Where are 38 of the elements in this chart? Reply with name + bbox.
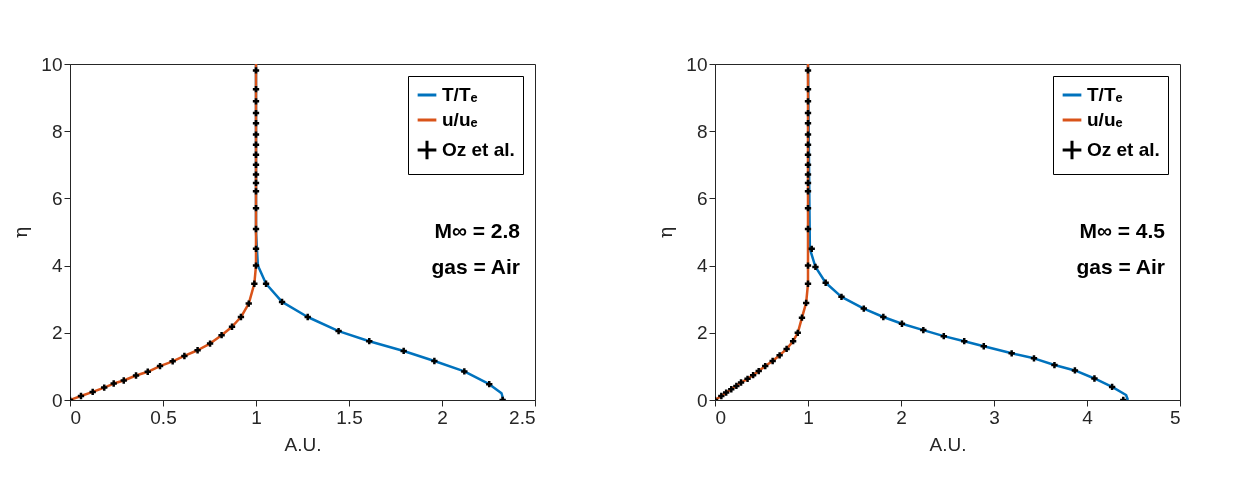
legend-label: Oz et al. [1087,139,1160,160]
legend-label: u/uₑ [442,109,478,130]
x-tick-label: 4 [1082,406,1094,428]
x-tick-label: 5 [1169,406,1181,428]
y-tick-label: 10 [41,53,63,75]
y-tick-label: 10 [686,53,708,75]
y-tick-label: 6 [696,187,708,209]
annotation: gas = Air [1076,255,1165,278]
y-tick-label: 2 [51,322,63,344]
x-tick-label: 2 [896,406,907,428]
x-tick-label: 0 [715,406,727,428]
x-tick-label: 2 [437,406,448,428]
legend-label: u/uₑ [1087,109,1123,130]
x-tick-label: 3 [989,406,1000,428]
y-tick-label: 0 [51,389,63,411]
annotation: gas = Air [431,255,520,278]
annotation: M∞ = 2.8 [434,219,521,242]
annotation: M∞ = 4.5 [1079,219,1166,242]
y-axis-title: η [654,226,677,239]
x-tick-label: 0.5 [150,406,177,428]
y-axis-title: η [9,226,32,239]
legend-label: Oz et al. [442,139,515,160]
y-tick-label: 0 [696,389,708,411]
y-tick-label: 2 [696,322,708,344]
y-tick-label: 8 [51,120,63,142]
y-tick-label: 6 [51,187,63,209]
x-tick-label: 1.5 [336,406,363,428]
x-axis-title: A.U. [284,433,322,455]
x-tick-label: 0 [70,406,82,428]
y-tick-label: 4 [51,255,63,277]
y-tick-label: 8 [696,120,708,142]
legend-label: T/Tₑ [1087,84,1123,105]
legend-label: T/Tₑ [442,84,478,105]
y-tick-label: 4 [696,255,708,277]
x-tick-label: 1 [251,406,262,428]
x-tick-label: 2.5 [509,406,536,428]
x-axis-title: A.U. [929,433,967,455]
x-tick-label: 1 [803,406,814,428]
